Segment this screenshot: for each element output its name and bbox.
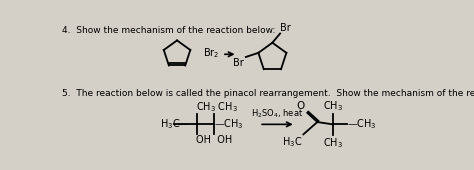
Text: CH$_3$ CH$_3$: CH$_3$ CH$_3$ — [196, 100, 237, 114]
Text: Br: Br — [280, 23, 291, 33]
Text: —CH$_3$: —CH$_3$ — [214, 117, 244, 131]
Text: Br$_2$: Br$_2$ — [203, 46, 219, 60]
Text: H$_3$C: H$_3$C — [283, 135, 302, 149]
Text: H$_3$C—: H$_3$C— — [160, 117, 190, 131]
Text: OH  OH: OH OH — [196, 135, 232, 145]
Text: Br: Br — [233, 58, 244, 68]
Text: —CH$_3$: —CH$_3$ — [347, 117, 376, 131]
Text: H$_2$SO$_4$, heat: H$_2$SO$_4$, heat — [251, 107, 303, 120]
Text: O: O — [297, 101, 305, 111]
Text: CH$_3$: CH$_3$ — [323, 136, 343, 150]
Text: CH$_3$: CH$_3$ — [323, 99, 343, 113]
Text: 4.  Show the mechanism of the reaction below:: 4. Show the mechanism of the reaction be… — [63, 26, 276, 35]
Text: 5.  The reaction below is called the pinacol rearrangement.  Show the mechanism : 5. The reaction below is called the pina… — [63, 89, 474, 98]
